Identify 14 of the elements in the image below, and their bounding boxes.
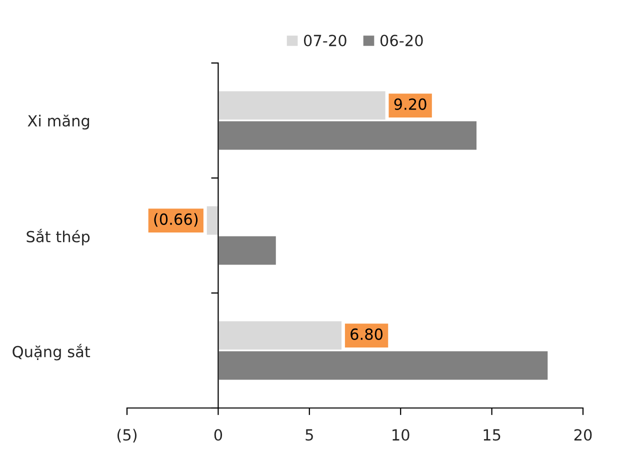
x-tick-label: 5 [306, 429, 313, 441]
x-tick-label: 0 [214, 429, 222, 441]
data-label: 6.80 [350, 328, 383, 340]
x-tick-label: 20 [574, 429, 592, 441]
legend-label: 06-20 [380, 34, 423, 46]
y-tick-label: Xi măng [28, 114, 90, 130]
legend-label: 07-20 [304, 34, 346, 46]
x-tick-label: 15 [484, 429, 500, 441]
data-label: 9.20 [394, 98, 426, 110]
y-tick-label: Sắt thép [26, 228, 90, 246]
y-tick-label: Quặng sắt [12, 344, 90, 360]
x-tick-label: (5) [117, 428, 137, 442]
data-label: (0.66) [154, 213, 198, 227]
x-tick-label: 10 [392, 429, 410, 441]
